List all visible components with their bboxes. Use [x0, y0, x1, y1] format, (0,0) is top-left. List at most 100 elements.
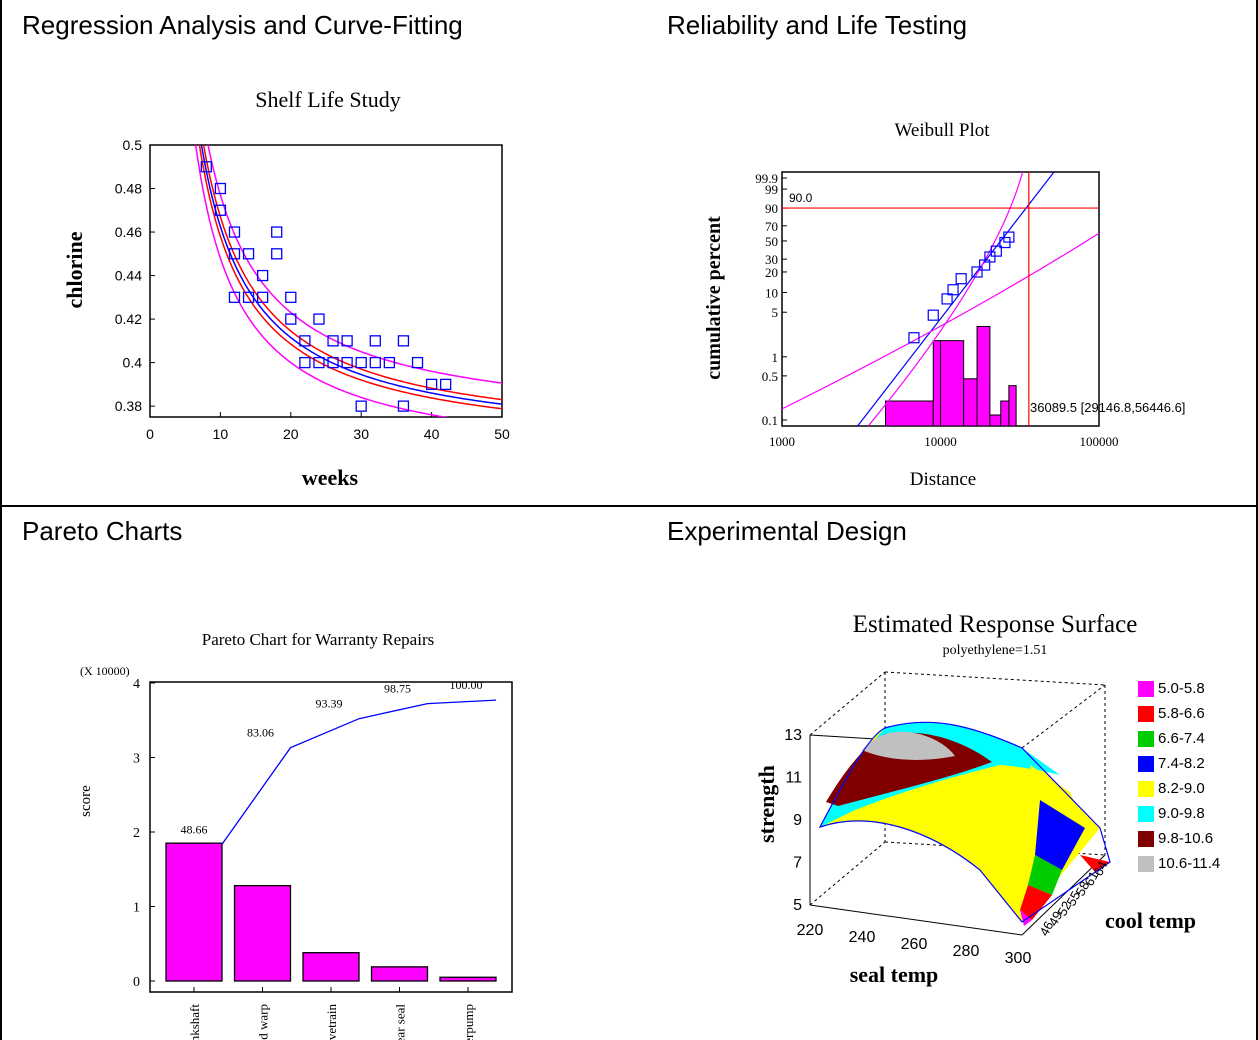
x-tick-label: 280	[953, 943, 980, 960]
legend-swatch	[1138, 755, 1154, 772]
z-axis-label: cool temp	[1105, 908, 1196, 933]
legend-item: 7.4-8.2	[1138, 751, 1220, 776]
x-tick-label: 10	[213, 426, 229, 442]
legend-swatch	[1138, 780, 1154, 797]
data-point	[971, 266, 983, 278]
plot-frame	[149, 144, 503, 418]
surface-band	[862, 731, 955, 760]
data-point	[242, 248, 255, 260]
box-edge	[809, 671, 886, 736]
upper-confidence-limit	[202, 145, 502, 401]
y-tick-label: 30	[765, 252, 778, 267]
data-point	[955, 273, 967, 285]
y-tick-label: 0.5	[762, 369, 778, 384]
chart-subtitle: polyethylene=1.51	[943, 643, 1048, 658]
data-point	[355, 400, 367, 412]
chart-title: Shelf Life Study	[255, 87, 400, 112]
data-point	[285, 313, 297, 325]
legend-label: 6.6-7.4	[1158, 730, 1205, 747]
data-point	[200, 161, 212, 173]
weibull-chart: Weibull Plot Distance cumulative percent…	[703, 120, 1185, 490]
y-axis-label: score	[78, 785, 94, 817]
z-tick-label: 7	[793, 855, 802, 872]
histogram-bar	[963, 378, 978, 427]
legend-item: 6.6-7.4	[1138, 726, 1220, 751]
data-point	[271, 248, 283, 260]
cumulative-line	[221, 699, 497, 845]
histogram-bar	[1008, 385, 1017, 427]
x-tick-label: 10000	[924, 434, 957, 449]
shelf-life-chart: Shelf Life Study weeks chlorine 0 10 20 30 4…	[62, 87, 510, 490]
pareto-bar	[439, 976, 497, 982]
data-point	[228, 248, 241, 260]
surface-outline	[818, 721, 1111, 923]
data-point	[908, 332, 920, 344]
y-tick-label: 90	[765, 201, 778, 216]
y-tick-label: 99	[765, 182, 778, 197]
x-tick-label: 300	[1005, 950, 1032, 967]
x-tick-label: Head warp	[256, 1004, 271, 1040]
x-tick-label: Rear seal	[393, 1004, 408, 1040]
cool-tick-label: 58	[1072, 879, 1092, 899]
histogram-bar	[1000, 400, 1010, 427]
data-point	[299, 356, 311, 369]
y-tick-label: 50	[765, 234, 778, 249]
fitted-curve	[200, 145, 502, 405]
legend-label: 10.6-11.4	[1158, 855, 1221, 872]
x-tick-label: 40	[424, 426, 440, 442]
pareto-bar	[233, 884, 292, 982]
legend-label: 7.4-8.2	[1158, 755, 1205, 772]
data-point	[327, 335, 339, 347]
frame-left	[0, 0, 2, 1040]
legend-item: 8.2-9.0	[1138, 776, 1220, 801]
histogram-bar	[989, 414, 1002, 427]
data-point	[927, 309, 939, 321]
data-point	[947, 284, 959, 296]
legend-swatch	[1138, 730, 1154, 747]
data-point	[214, 204, 227, 216]
data-point	[313, 356, 325, 369]
legend-swatch	[1138, 680, 1154, 697]
x-axis-label: seal temp	[850, 962, 939, 987]
frame-right	[1256, 0, 1258, 1040]
legend-swatch	[1138, 830, 1154, 847]
data-point	[214, 182, 227, 195]
data-point	[228, 291, 241, 303]
y-tick-label: 5	[772, 305, 779, 320]
y-tick-label: 4	[133, 677, 140, 692]
cumulative-label: 48.66	[181, 822, 208, 836]
data-point	[341, 335, 353, 347]
y-tick-label: 0.1	[762, 413, 778, 428]
data-point	[228, 226, 241, 238]
fitted-line	[857, 172, 1055, 426]
y-tick-label: 0.44	[115, 268, 142, 284]
x-tick-label: 100000	[1080, 434, 1119, 449]
y-axis-label: cumulative percent	[703, 216, 725, 380]
y-tick-label: 2	[133, 826, 140, 841]
surface-band	[1035, 800, 1085, 870]
box-edge	[884, 671, 1106, 686]
cool-tick-label: 61	[1081, 869, 1101, 889]
legend-item: 9.8-10.6	[1138, 826, 1220, 851]
upper-bound	[782, 232, 1099, 410]
y-tick-label: 20	[765, 265, 778, 280]
x-tick-label: 1000	[769, 434, 795, 449]
legend-label: 5.0-5.8	[1158, 680, 1205, 697]
panel-title-reliability: Reliability and Life Testing	[667, 10, 968, 40]
x-tick-label: Valvetrain	[324, 1004, 339, 1040]
y-tick-label: 0.5	[123, 137, 143, 153]
y-tick-label: 0.46	[115, 224, 142, 240]
data-point	[256, 269, 269, 282]
curve-group	[194, 145, 502, 417]
y-tick-label: 10	[765, 286, 778, 301]
x-tick-label: 260	[901, 936, 928, 953]
cool-tick-label: 55	[1063, 889, 1083, 909]
surface-band	[1080, 855, 1110, 872]
data-point	[411, 356, 424, 369]
data-point	[355, 356, 367, 369]
y-tick-label: 0.48	[115, 181, 142, 197]
histogram-bar	[932, 340, 941, 427]
y-tick-label: 99.9	[755, 171, 778, 186]
x-tick-label: 50	[494, 426, 510, 442]
y-tick-label: 0.42	[115, 311, 142, 327]
